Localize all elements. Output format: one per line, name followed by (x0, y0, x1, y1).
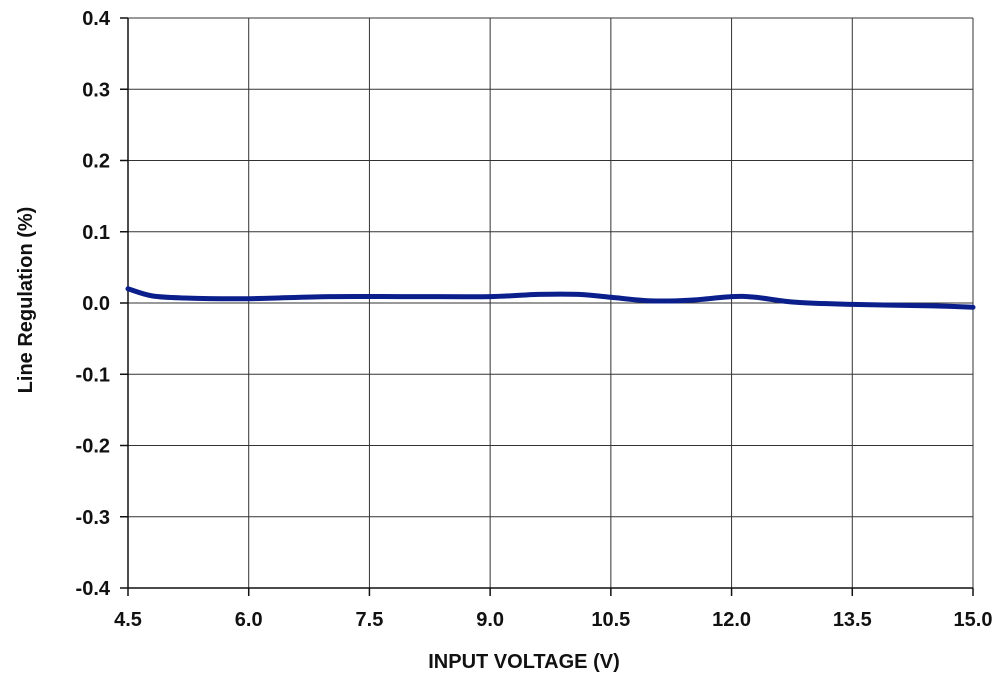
axes (120, 17, 974, 596)
series-line (125, 286, 976, 310)
y-tick-label: 0.3 (82, 79, 110, 101)
x-tick-label: 13.5 (833, 609, 872, 631)
x-tick-labels: 4.5 6.0 7.5 9.0 10.5 12.0 13.5 15.0 (114, 609, 992, 631)
x-tick-label: 9.0 (476, 609, 504, 631)
y-tick-label: 0.4 (82, 8, 111, 30)
y-tick-label: -0.4 (76, 578, 111, 600)
x-tick-label: 7.5 (356, 609, 384, 631)
series-layer (125, 286, 976, 310)
x-tick-label: 15.0 (954, 609, 993, 631)
x-tick-label: 10.5 (591, 609, 630, 631)
x-tick-label: 4.5 (114, 609, 142, 631)
y-tick-label: 0.2 (82, 151, 110, 173)
y-tick-label: 0.1 (82, 222, 110, 244)
x-tick-label: 12.0 (712, 609, 751, 631)
y-axis-title: Line Regulation (%) (15, 207, 37, 394)
y-tick-label: -0.1 (76, 364, 110, 386)
x-axis-title: INPUT VOLTAGE (V) (428, 651, 619, 673)
y-tick-label: -0.2 (76, 436, 110, 458)
y-tick-labels: 0.4 0.3 0.2 0.1 0.0 -0.1 -0.2 -0.3 -0.4 (76, 8, 111, 600)
y-tick-label: 0.0 (82, 293, 110, 315)
x-tick-label: 6.0 (235, 609, 263, 631)
y-tick-label: -0.3 (76, 507, 110, 529)
